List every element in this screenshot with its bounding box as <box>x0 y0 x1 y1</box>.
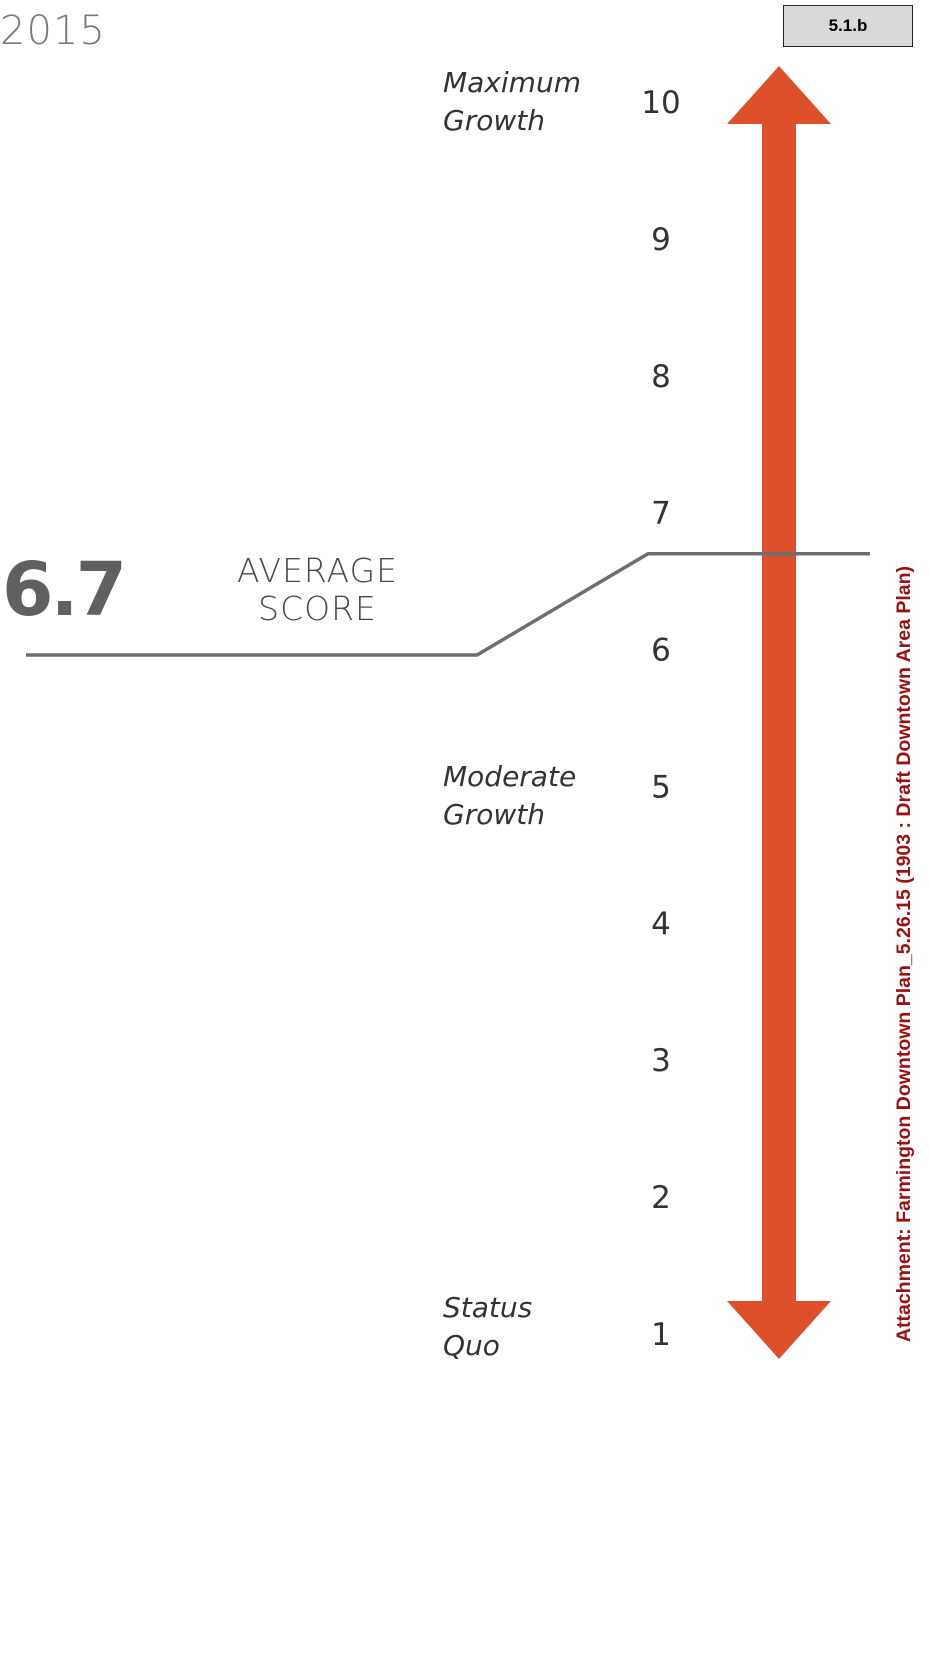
average-score-value: 6.7 <box>2 547 127 633</box>
tick-label-1: 1 <box>651 1317 671 1353</box>
tick-label-4: 4 <box>651 906 671 942</box>
average-score-label-line2: SCORE <box>258 589 377 628</box>
average-score-line <box>26 551 870 657</box>
tick-label-9: 9 <box>651 222 671 258</box>
tick-label-7: 7 <box>651 496 671 532</box>
section-badge: 5.1.b <box>783 5 913 47</box>
anchor-maximum-growth: Maximum Growth <box>443 64 581 140</box>
average-score-label-line1: AVERAGE <box>237 551 398 590</box>
tick-label-8: 8 <box>651 359 671 395</box>
anchor-moderate-growth: Moderate Growth <box>443 758 576 834</box>
average-score-label: AVERAGE SCORE <box>210 552 425 628</box>
tick-label-3: 3 <box>651 1043 671 1079</box>
tick-label-5: 5 <box>651 769 671 805</box>
anchor-status-quo: Status Quo <box>443 1289 532 1365</box>
anchor-moderate-line2: Growth <box>443 798 545 831</box>
anchor-maximum-line2: Growth <box>443 104 545 137</box>
anchor-maximum-line1: Maximum <box>443 66 581 99</box>
anchor-status-line1: Status <box>443 1291 533 1324</box>
tick-label-10: 10 <box>641 85 680 121</box>
tick-label-6: 6 <box>651 633 671 669</box>
scale-arrow <box>727 66 831 1359</box>
tick-label-2: 2 <box>651 1180 671 1216</box>
year-label: 2015 <box>0 8 106 54</box>
growth-scale-chart: 1 2 3 4 5 6 7 8 9 10 <box>26 66 870 1359</box>
anchor-moderate-line1: Moderate <box>443 760 577 793</box>
tick-labels: 1 2 3 4 5 6 7 8 9 10 <box>641 85 680 1353</box>
anchor-status-line2: Quo <box>443 1329 500 1362</box>
